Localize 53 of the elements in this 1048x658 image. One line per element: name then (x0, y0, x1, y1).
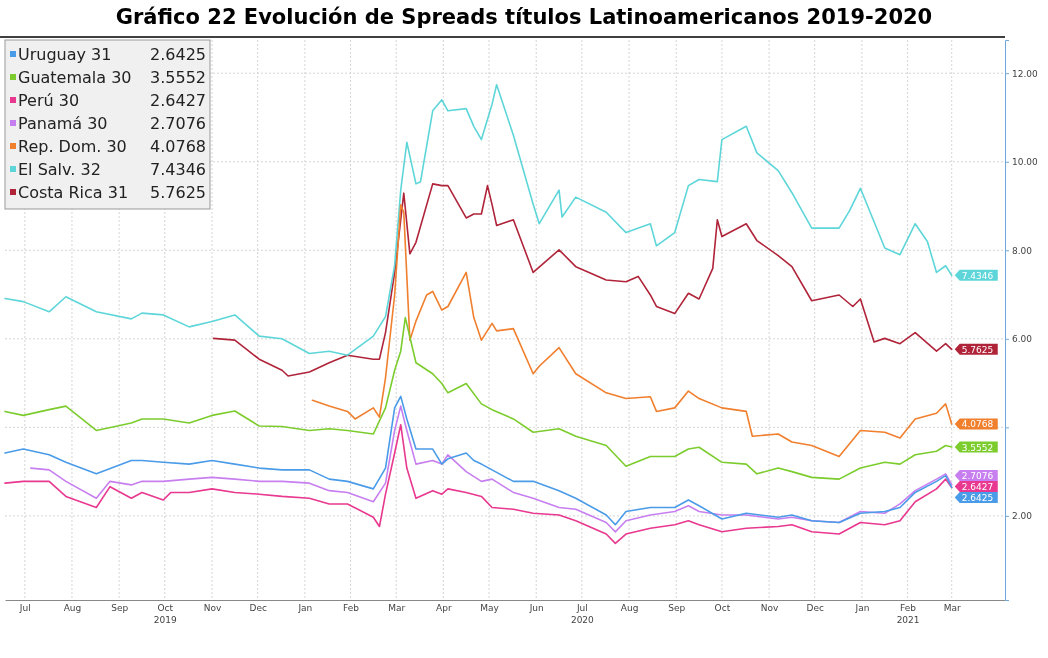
y-tick-label: 8.00 (1012, 245, 1033, 256)
text: 7.4346 (150, 160, 206, 179)
y-tick-label: 10.00 (1012, 157, 1039, 168)
legend-label: Rep. Dom. 30 (18, 137, 127, 156)
legend-label: Costa Rica 31 (18, 183, 129, 202)
text: 2.6427 (150, 91, 206, 110)
text: 2.6425 (150, 45, 206, 64)
x-tick-label: Aug (63, 603, 82, 614)
data-label: 2.6427 (961, 481, 994, 492)
x-tick-label: Sep (111, 603, 129, 614)
line-series (4, 83, 953, 356)
x-tick-label: Mar (388, 603, 406, 614)
x-tick-label: Dec (806, 603, 824, 614)
legend-label: El Salv. 32 (18, 160, 101, 179)
text: 5.7625 (150, 183, 206, 202)
x-tick-label: Feb (343, 603, 360, 614)
x-tick-label: Sep (668, 603, 686, 614)
data-label: 5.7625 (961, 344, 994, 355)
x-tick-label: Feb 2021 (896, 603, 920, 625)
x-tick-label: Jan (854, 603, 870, 614)
line-series (4, 423, 953, 545)
chart-title: Gráfico 22 Evolución de Spreads títulos Latinoamericanos 2019-2020 (115, 5, 933, 29)
legend-label: Panamá 30 (18, 114, 108, 133)
x-tick-label: Jul (18, 603, 31, 614)
legend-label: Guatemala 30 (18, 68, 132, 87)
legend-label: Uruguay 31 (18, 45, 112, 64)
x-tick-label: Dec (249, 603, 267, 614)
x-tick-label: May (480, 603, 500, 614)
x-tick-label: Mar (943, 603, 962, 614)
data-label: 7.4346 (961, 270, 994, 281)
x-tick-label: Aug (620, 603, 639, 614)
x-tick-label: Jun (528, 603, 544, 614)
text: 2.7076 (150, 114, 206, 133)
x-tick-label: Jul 2020 (570, 603, 595, 625)
x-tick-label: Oct 2019 (153, 603, 178, 625)
x-tick-label: Apr (436, 603, 452, 614)
line-series (311, 203, 953, 458)
x-tick-label: Nov (203, 603, 222, 614)
y-tick-label: 12.00 (1012, 68, 1039, 79)
data-label: 2.7076 (961, 470, 994, 481)
y-tick-label: 2.00 (1012, 511, 1033, 522)
x-tick-label: Nov (760, 603, 780, 614)
line-series (4, 316, 953, 480)
legend-label: Perú 30 (18, 91, 80, 110)
data-label: 4.0768 (961, 419, 994, 430)
x-tick-label: Jan (297, 603, 313, 614)
data-label: 3.5552 (961, 442, 994, 453)
data-label: 2.6425 (961, 492, 994, 503)
line-series (212, 183, 953, 377)
text: 3.5552 (150, 68, 206, 87)
y-tick-label: 6.00 (1012, 334, 1033, 345)
text: 4.0768 (150, 137, 206, 156)
x-tick-label: Oct (714, 603, 731, 614)
